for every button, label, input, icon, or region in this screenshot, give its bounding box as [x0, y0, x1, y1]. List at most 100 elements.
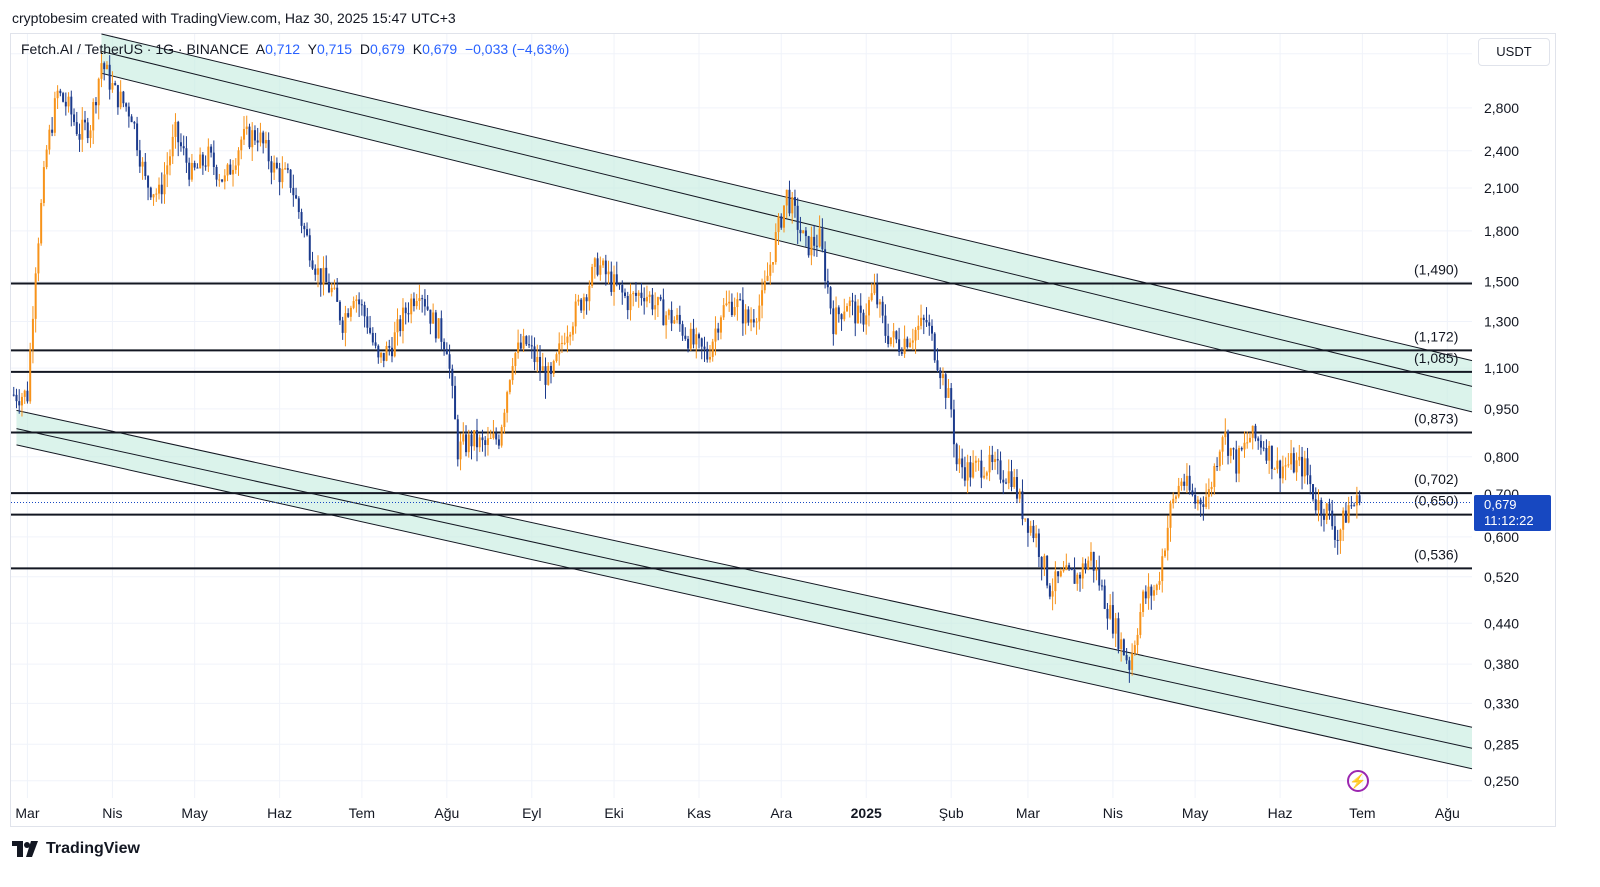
candle-body: [336, 287, 339, 302]
candle-body: [1199, 499, 1202, 505]
candle-body: [654, 305, 657, 310]
candle-body: [508, 380, 511, 393]
candle-body: [730, 301, 733, 316]
candle-body: [503, 412, 506, 427]
candle-body: [544, 366, 547, 385]
time-axis[interactable]: Mar Nis May Haz Tem Ağu Eyl Eki Kas Ara 2025 Şub Mar…: [15, 805, 1459, 821]
candle-body: [1128, 660, 1131, 670]
candle-body: [163, 174, 166, 195]
candle-body: [539, 356, 542, 371]
candle-body: [1306, 458, 1309, 476]
horizontal-levels[interactable]: (1,490) (1,172) (1,085) (0,873) (0,702) (0,65…: [11, 262, 1472, 570]
candle-body: [985, 472, 988, 476]
candle-body: [388, 345, 391, 348]
candle-body: [549, 365, 552, 374]
candle-body: [1100, 585, 1103, 587]
candle-body: [815, 245, 818, 247]
candle-body: [470, 434, 473, 447]
candle-body: [706, 348, 709, 360]
candle-body: [188, 162, 191, 180]
candle-body: [1303, 458, 1306, 477]
candle-body: [651, 294, 654, 310]
candle-body: [210, 146, 213, 153]
candle-body: [1298, 456, 1301, 461]
time-tick-label: Nis: [1103, 805, 1123, 821]
tradingview-logo[interactable]: TradingView: [12, 840, 140, 858]
candle-body: [421, 298, 424, 300]
time-tick-label: Kas: [687, 805, 711, 821]
candle-body: [404, 307, 407, 314]
candle-body: [1188, 475, 1191, 491]
candle-body: [166, 165, 169, 175]
candle-body: [711, 341, 714, 357]
candle-body: [810, 236, 813, 256]
candle-body: [366, 316, 369, 328]
candle-body: [278, 168, 281, 183]
candle-body: [440, 318, 443, 342]
candle-body: [78, 134, 81, 140]
candle-body: [607, 271, 610, 275]
currency-button[interactable]: USDT: [1478, 38, 1550, 66]
candle-body: [410, 298, 413, 315]
candle-body: [1290, 453, 1293, 465]
candle-body: [327, 281, 330, 293]
candle-body: [558, 343, 561, 355]
price-tick-label: 0,800: [1484, 449, 1519, 465]
candle-body: [407, 313, 410, 315]
candle-body: [867, 300, 870, 316]
candle-body: [969, 462, 972, 478]
channel-line-upper: [101, 72, 1473, 413]
candle-body: [717, 328, 720, 333]
candle-body: [821, 228, 824, 250]
price-axis[interactable]: 3,4002,8002,4002,1001,8001,5001,3001,100…: [1484, 46, 1519, 789]
candle-body: [443, 341, 446, 350]
trend-channels[interactable]: [16, 33, 1473, 770]
candle-body: [497, 439, 500, 446]
candle-body: [574, 301, 577, 327]
candle-body: [264, 139, 267, 144]
candle-body: [311, 260, 314, 269]
candle-body: [925, 320, 928, 323]
candle-body: [604, 260, 607, 275]
candle-body: [445, 349, 448, 355]
candle-body: [226, 164, 229, 176]
channel-fill-upper: [101, 34, 1472, 412]
candle-body: [92, 102, 95, 131]
candle-body: [1029, 525, 1032, 533]
candle-body: [119, 91, 122, 108]
level-label: (1,172): [1414, 328, 1458, 344]
price-tick-label: 0,285: [1484, 736, 1519, 752]
time-tick-label: Mar: [1016, 805, 1040, 821]
candle-body: [994, 459, 997, 463]
candle-body: [481, 437, 484, 441]
candle-body: [569, 334, 572, 337]
time-tick-label: Eki: [604, 805, 623, 821]
lightning-icon[interactable]: ⚡: [1347, 770, 1369, 792]
candle-body: [988, 454, 991, 473]
change-value: −0,033 (−4,63%): [464, 41, 570, 57]
candle-body: [1350, 505, 1353, 507]
candle-body: [185, 148, 188, 163]
candle-body: [640, 292, 643, 299]
candle-body: [1087, 560, 1090, 570]
candle-body: [950, 388, 953, 410]
candle-body: [306, 229, 309, 236]
candle-body: [451, 368, 454, 386]
price-tick-label: 0,520: [1484, 569, 1519, 585]
candle-body: [1169, 503, 1172, 528]
candle-body: [1158, 581, 1161, 585]
candle-body: [1251, 425, 1254, 438]
candle-body: [752, 319, 755, 323]
chart-pane[interactable]: [10, 33, 1556, 827]
time-tick-label: May: [1182, 805, 1208, 821]
candle-body: [23, 390, 26, 397]
candle-body: [1268, 445, 1271, 461]
candle-body: [26, 390, 29, 402]
candle-body: [687, 338, 690, 349]
candle-body: [275, 162, 278, 169]
candle-body: [1136, 634, 1139, 646]
candle-body: [1353, 505, 1356, 507]
symbol-title[interactable]: Fetch.AI / TetherUS · 1G · BINANCE: [21, 41, 249, 57]
candle-body: [917, 325, 920, 330]
